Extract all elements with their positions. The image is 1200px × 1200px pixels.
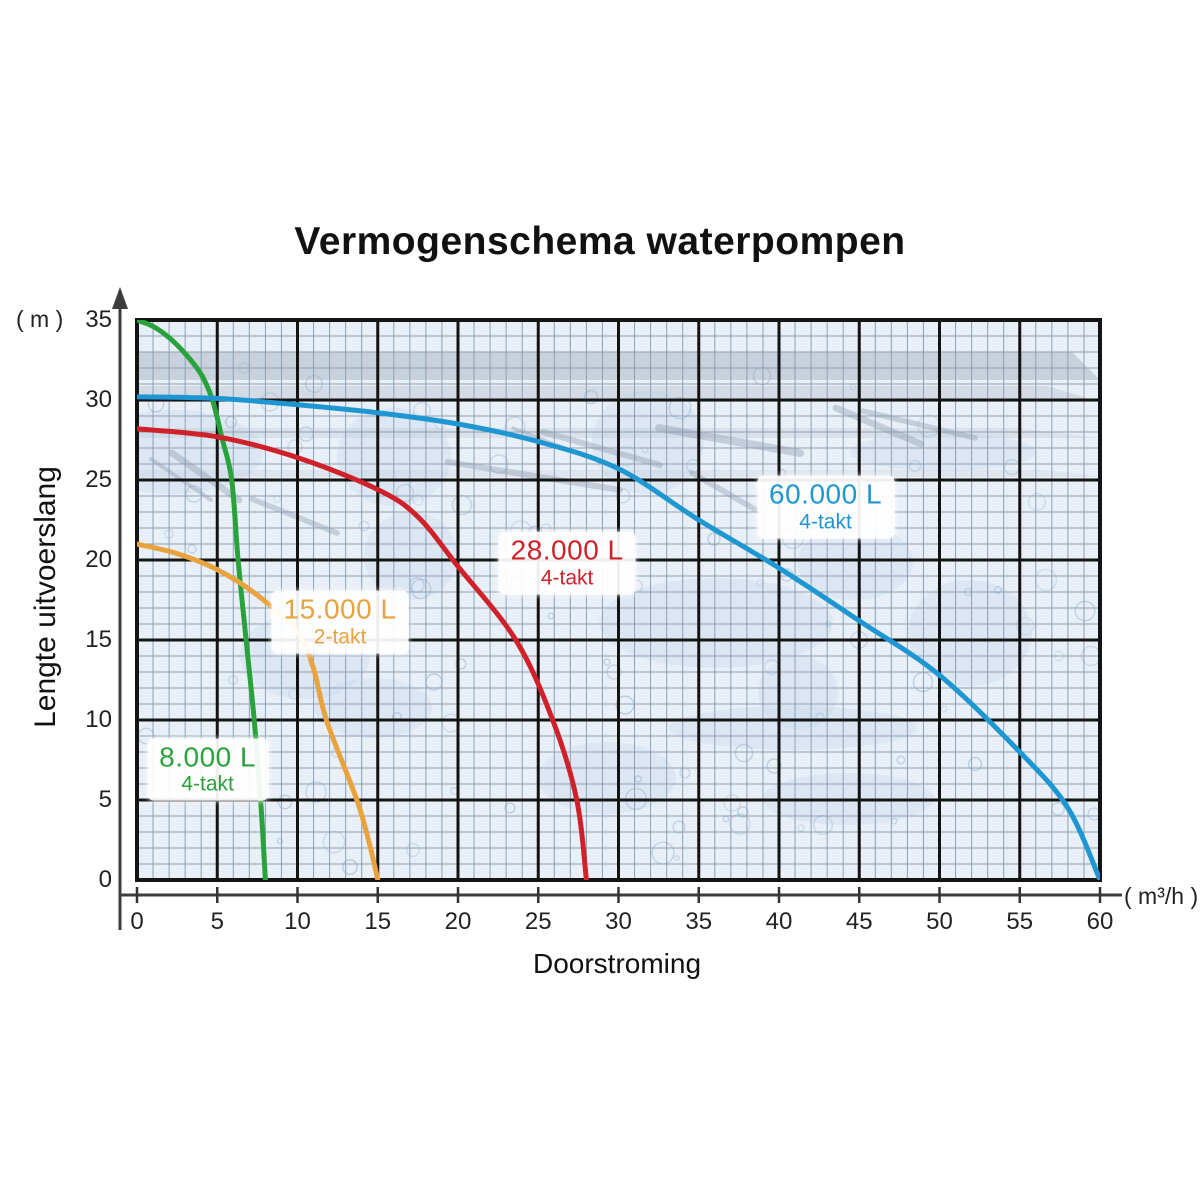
y-tick-label: 20 <box>85 546 112 573</box>
series-label-60000l: 60.000 L 4-takt <box>757 475 895 539</box>
y-tick-label: 15 <box>85 626 112 653</box>
y-tick-label: 25 <box>85 466 112 493</box>
y-axis-unit: ( m ) <box>16 306 64 332</box>
x-tick-label: 30 <box>605 908 632 935</box>
y-tick-label: 35 <box>85 306 112 333</box>
series-label-28000l: 28.000 L 4-takt <box>498 531 636 595</box>
y-axis-title: Lengte uitvoerslang <box>29 466 62 728</box>
series-label-15000l: 15.000 L 2-takt <box>271 590 409 654</box>
series-label-subtitle: 4-takt <box>181 772 234 796</box>
y-axis-arrow-icon <box>112 287 128 309</box>
curve-28000l <box>137 426 589 880</box>
series-label-subtitle: 2-takt <box>313 625 367 649</box>
x-tick-label: 50 <box>926 908 953 935</box>
x-tick-label: 5 <box>210 908 224 935</box>
x-tick-label: 55 <box>1006 908 1034 935</box>
x-tick-label: 45 <box>845 908 873 935</box>
series-label-name: 28.000 L <box>510 534 624 566</box>
x-tick-label: 10 <box>284 908 311 935</box>
x-tick-label: 20 <box>444 908 472 935</box>
series-label-subtitle: 4-takt <box>799 510 852 534</box>
series-label-subtitle: 4-takt <box>540 566 594 590</box>
x-tick-label: 60 <box>1086 908 1114 935</box>
series-label-name: 15.000 L <box>283 593 397 625</box>
y-tick-label: 0 <box>98 866 112 893</box>
series-label-name: 8.000 L <box>159 741 257 773</box>
curve-15000l <box>137 541 381 880</box>
x-axis-unit: ( m³/h ) <box>1124 883 1199 909</box>
plot-border <box>135 318 1102 882</box>
x-tick-label: 25 <box>524 908 552 935</box>
curve-8000l <box>137 320 268 880</box>
y-tick-label: 30 <box>85 386 112 413</box>
x-tick-label: 15 <box>364 908 392 935</box>
y-tick-label: 10 <box>85 706 112 733</box>
chart-title: Vermogenschema waterpompen <box>294 220 906 263</box>
series-label-8000l: 8.000 L 4-takt <box>147 738 269 802</box>
curve-60000l <box>137 394 1100 880</box>
series-label-name: 60.000 L <box>769 478 883 510</box>
x-axis-title: Doorstroming <box>532 948 702 979</box>
x-tick-label: 40 <box>765 908 793 935</box>
x-tick-label: 0 <box>130 908 144 935</box>
y-tick-label: 5 <box>98 786 112 813</box>
x-tick-label: 35 <box>685 908 713 935</box>
